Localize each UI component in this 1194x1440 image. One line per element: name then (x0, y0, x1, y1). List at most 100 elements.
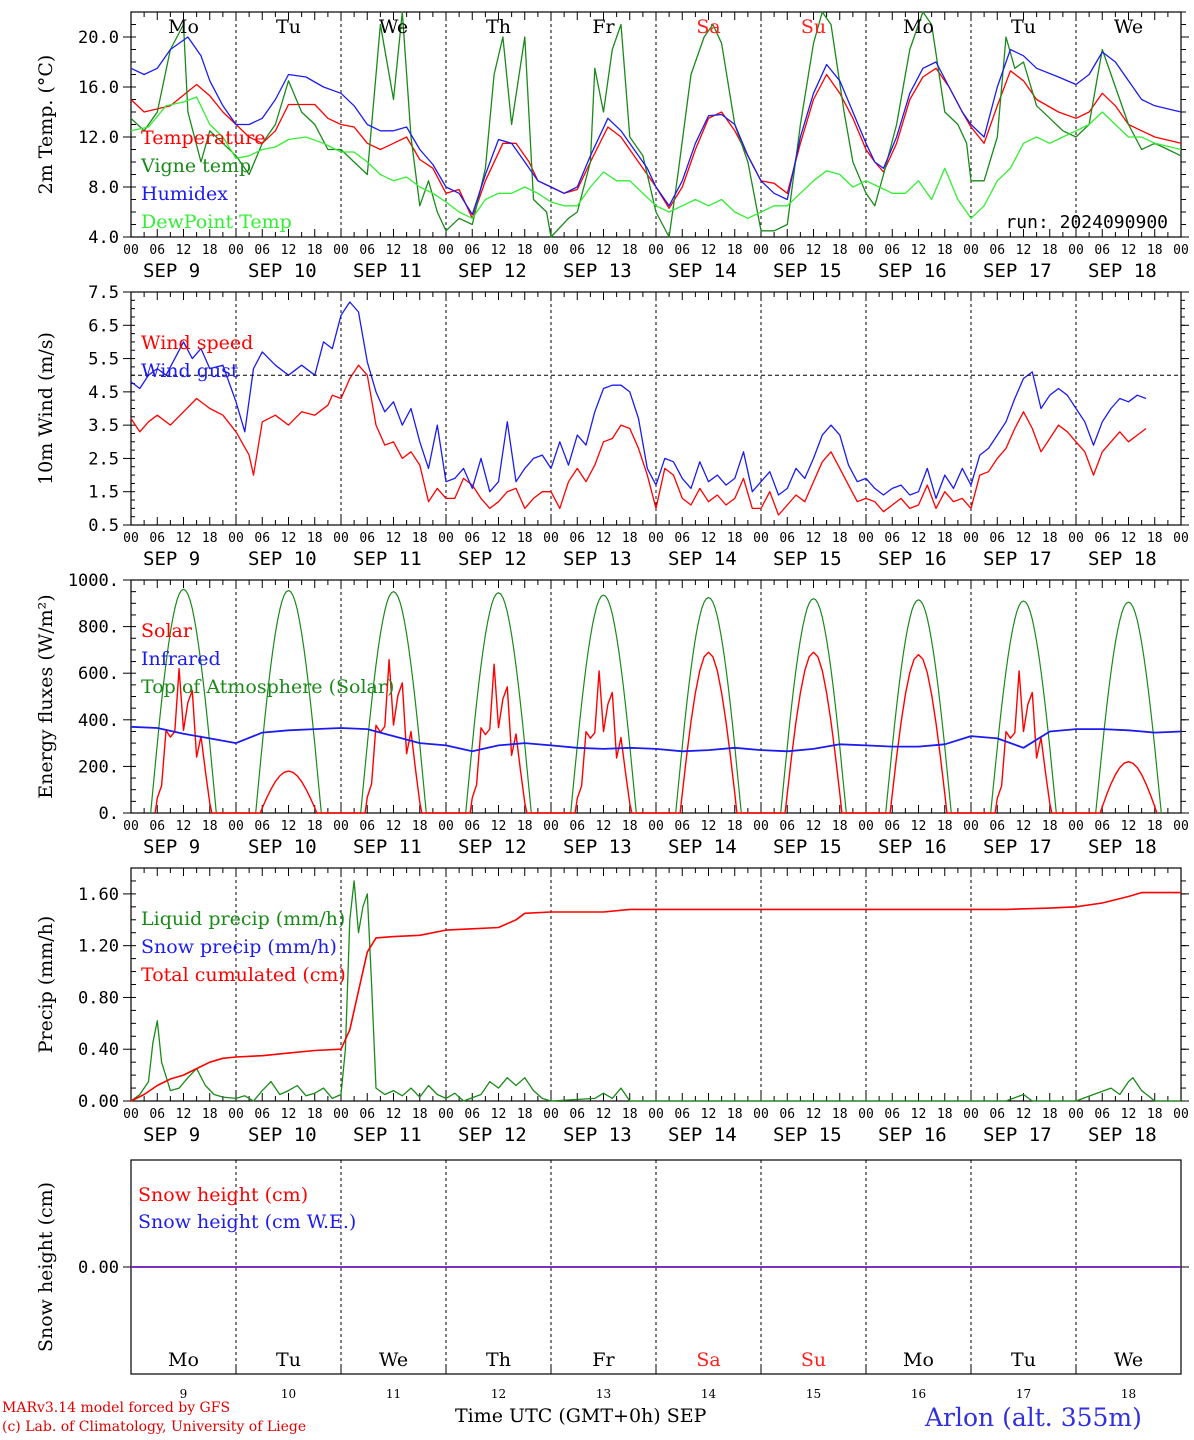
weekday-label: Th (486, 1349, 511, 1371)
hour-tick-label: 18 (517, 1107, 533, 1122)
hour-tick-label: 12 (596, 1107, 612, 1122)
hour-tick-label: 00 (963, 531, 979, 546)
day-number-label: 17 (1016, 1387, 1031, 1401)
hour-tick-label: 12 (386, 819, 402, 834)
y-tick-label: 20.0 (78, 28, 119, 48)
hour-tick-label: 06 (989, 531, 1005, 546)
hour-tick-label: 06 (779, 819, 795, 834)
day-number-label: 15 (806, 1387, 821, 1401)
date-label: SEP 14 (668, 1124, 737, 1146)
hour-tick-label: 12 (281, 1107, 297, 1122)
date-label: SEP 13 (563, 548, 632, 570)
y-tick-label: 600. (78, 664, 119, 684)
date-label: SEP 14 (668, 836, 737, 858)
hour-tick-label: 00 (333, 531, 349, 546)
hour-tick-label: 18 (307, 243, 323, 258)
y-tick-label: 1.5 (88, 483, 119, 503)
hour-tick-label: 12 (911, 819, 927, 834)
hour-tick-label: 06 (359, 531, 375, 546)
legend-entry: DewPoint Temp (141, 211, 292, 233)
legend-entry: Humidex (141, 183, 228, 205)
hour-tick-label: 06 (1094, 819, 1110, 834)
hour-tick-label: 06 (884, 531, 900, 546)
hour-tick-label: 18 (412, 243, 428, 258)
date-label: SEP 12 (458, 548, 527, 570)
hour-tick-label: 06 (359, 819, 375, 834)
vigne-temp-line (130, 11, 1182, 238)
y-tick-label: 0.5 (88, 516, 119, 536)
lab-credit: (c) Lab. of Climatology, University of L… (2, 1419, 307, 1435)
legend-entry: Vigne temp (140, 155, 251, 177)
hour-tick-label: 00 (543, 1107, 559, 1122)
hour-tick-label: 00 (438, 1107, 454, 1122)
hour-tick-label: 12 (1016, 243, 1032, 258)
hour-tick-label: 18 (832, 531, 848, 546)
hour-tick-label: 18 (202, 819, 218, 834)
hour-tick-label: 00 (438, 243, 454, 258)
date-label: SEP 14 (668, 260, 737, 282)
y-tick-label: 1000. (68, 571, 119, 591)
day-number-label: 14 (701, 1387, 717, 1401)
day-number-label: 9 (180, 1387, 188, 1401)
weekday-label: Mo (903, 1349, 934, 1371)
hour-tick-label: 00 (648, 243, 664, 258)
hour-tick-label: 06 (779, 531, 795, 546)
y-tick-label: 4.5 (88, 383, 119, 403)
hour-tick-label: 00 (648, 819, 664, 834)
hour-tick-label: 06 (1094, 1107, 1110, 1122)
hour-tick-label: 12 (701, 1107, 717, 1122)
hour-tick-label: 06 (569, 243, 585, 258)
hour-tick-label: 12 (386, 531, 402, 546)
date-label: SEP 13 (563, 1124, 632, 1146)
hour-tick-label: 12 (596, 243, 612, 258)
hour-tick-label: 18 (412, 1107, 428, 1122)
date-label: SEP 10 (248, 260, 317, 282)
hour-tick-label: 00 (123, 1107, 139, 1122)
hour-tick-label: 12 (491, 243, 507, 258)
hour-tick-label: 18 (202, 531, 218, 546)
weekday-label: Fr (592, 16, 615, 38)
y-tick-label: 0.00 (78, 1092, 119, 1112)
date-label: SEP 15 (773, 836, 842, 858)
weekday-label: Tu (276, 1349, 301, 1371)
hour-tick-label: 06 (569, 531, 585, 546)
hour-tick-label: 12 (911, 243, 927, 258)
hour-tick-label: 18 (937, 531, 953, 546)
hour-tick-label: 18 (727, 819, 743, 834)
run-annotation: run: 2024090900 (1005, 212, 1168, 233)
y-tick-label: 1.20 (78, 937, 119, 957)
hour-tick-label: 12 (806, 819, 822, 834)
y-tick-label: 16.0 (78, 78, 119, 98)
hour-tick-label: 18 (412, 819, 428, 834)
weekday-label: Su (801, 16, 826, 38)
weekday-label: We (379, 16, 408, 38)
hour-tick-label: 18 (412, 531, 428, 546)
y-axis-label: 2m Temp. (°C) (35, 55, 57, 195)
hour-tick-label: 06 (464, 819, 480, 834)
weekday-label: Fr (592, 1349, 615, 1371)
hour-tick-label: 06 (779, 243, 795, 258)
date-label: SEP 11 (353, 548, 422, 570)
y-tick-label: 400. (78, 711, 119, 731)
hour-tick-label: 12 (911, 1107, 927, 1122)
hour-tick-label: 00 (123, 819, 139, 834)
date-label: SEP 10 (248, 1124, 317, 1146)
weekday-label: We (379, 1349, 408, 1371)
date-label: SEP 9 (143, 836, 200, 858)
hour-tick-label: 06 (884, 243, 900, 258)
hour-tick-label: 12 (806, 531, 822, 546)
weekday-label: Tu (276, 16, 301, 38)
hour-tick-label: 00 (648, 531, 664, 546)
hour-tick-label: 00 (1068, 819, 1084, 834)
date-label: SEP 14 (668, 548, 737, 570)
legend-entry: Solar (141, 620, 193, 642)
y-tick-label: 6.5 (88, 316, 119, 336)
day-number-label: 16 (911, 1387, 926, 1401)
hour-tick-label: 06 (149, 531, 165, 546)
hour-tick-label: 06 (254, 531, 270, 546)
hour-tick-label: 00 (858, 243, 874, 258)
hour-tick-label: 00 (1173, 819, 1189, 834)
hour-tick-label: 00 (753, 1107, 769, 1122)
hour-tick-label: 00 (228, 531, 244, 546)
hour-tick-label: 06 (674, 531, 690, 546)
